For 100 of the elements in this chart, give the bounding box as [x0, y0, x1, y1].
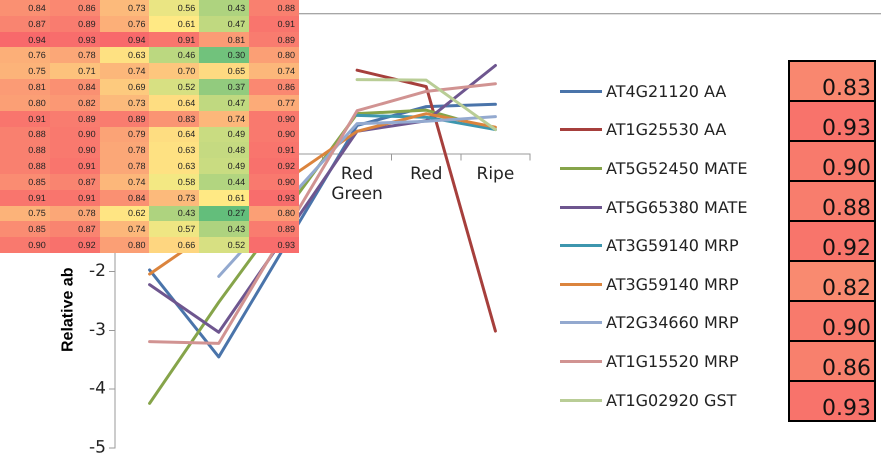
data-label: 0.52	[149, 79, 200, 95]
data-label: 0.27	[199, 206, 250, 222]
data-label: 0.43	[199, 221, 250, 238]
data-label: 0.73	[149, 190, 200, 206]
data-label: 0.74	[199, 110, 250, 126]
y-tick-label: -2	[89, 261, 106, 282]
data-label: 0.86	[790, 342, 874, 381]
data-label: 0.43	[149, 206, 200, 222]
data-label: 0.87	[50, 221, 100, 238]
data-label: 0.74	[100, 174, 150, 190]
data-label: 0.75	[0, 63, 50, 80]
data-label: 0.70	[149, 63, 200, 80]
data-label: 0.86	[50, 0, 100, 16]
data-label: 0.93	[50, 32, 100, 48]
legend-label: AT2G34660 MRP	[606, 313, 739, 332]
data-label: 0.89	[50, 16, 100, 32]
data-label: 0.88	[790, 182, 874, 221]
x-tick-label: Red Green	[331, 164, 383, 204]
y-axis-title: Relative ab	[59, 267, 76, 352]
data-label: 0.90	[50, 142, 100, 158]
data-label: 0.93	[790, 102, 874, 141]
data-label: 0.52	[199, 237, 250, 253]
data-label: 0.69	[100, 79, 150, 95]
data-label: 0.79	[100, 126, 150, 142]
data-label: 0.91	[249, 142, 299, 158]
data-label: 0.77	[249, 94, 299, 111]
data-label: 0.94	[0, 32, 50, 48]
data-label: 0.75	[0, 206, 50, 222]
data-label: 0.91	[50, 158, 100, 174]
data-label: 0.84	[100, 190, 150, 206]
data-label: 0.44	[199, 174, 250, 190]
data-label: 0.78	[100, 142, 150, 158]
data-label: 0.90	[249, 110, 299, 126]
legend-label: AT3G59140 MRP	[606, 236, 739, 256]
data-label: 0.78	[100, 158, 150, 174]
data-label: 0.87	[0, 16, 50, 32]
data-label: 0.49	[199, 158, 250, 174]
data-label: 0.71	[50, 63, 100, 80]
data-label: 0.89	[249, 221, 299, 238]
data-label: 0.76	[100, 16, 150, 32]
legend-label: AT3G59140 MRP	[606, 274, 739, 294]
data-label: 0.89	[50, 110, 100, 126]
data-label: 0.66	[149, 237, 200, 253]
data-label: 0.37	[199, 79, 250, 95]
legend-label: AT1G02920 GST	[606, 390, 736, 410]
data-label: 0.89	[100, 110, 150, 126]
data-label: 0.88	[0, 158, 50, 174]
data-label: 0.73	[100, 0, 150, 16]
data-label: 0.93	[790, 382, 874, 421]
legend-label: AT1G15520 MRP	[606, 352, 739, 371]
data-label: 0.80	[249, 206, 299, 222]
data-label: 0.47	[199, 94, 250, 111]
x-tick-label: Red	[410, 164, 442, 184]
data-label: 0.90	[249, 126, 299, 142]
data-label: 0.63	[100, 47, 150, 64]
data-label: 0.91	[149, 32, 200, 48]
data-label: 0.92	[50, 237, 100, 253]
data-label: 0.56	[149, 0, 200, 16]
data-label: 0.63	[149, 142, 200, 158]
data-label: 0.90	[249, 174, 299, 190]
data-label: 0.84	[50, 79, 100, 95]
data-label: 0.74	[100, 63, 150, 80]
data-label: 0.80	[0, 94, 50, 111]
data-label: 0.76	[0, 47, 50, 64]
y-tick-label: -5	[89, 437, 106, 458]
legend-label: AT5G65380 MATE	[606, 198, 748, 217]
data-label: 0.85	[0, 174, 50, 190]
data-label: 0.46	[149, 47, 200, 64]
data-label: 0.80	[100, 237, 150, 253]
data-label: 0.82	[790, 262, 874, 301]
legend-label: AT5G52450 MATE	[606, 158, 748, 178]
data-label: 0.81	[199, 32, 250, 48]
y-tick-label: -4	[89, 378, 106, 399]
data-label: 0.64	[149, 126, 200, 142]
data-label: 0.85	[0, 221, 50, 238]
data-label: 0.91	[0, 190, 50, 206]
data-label: 0.83	[790, 62, 874, 101]
data-label: 0.78	[50, 206, 100, 222]
x-tick-label: Ripe	[476, 164, 514, 184]
data-label: 0.91	[50, 190, 100, 206]
data-label: 0.73	[100, 94, 150, 111]
data-label: 0.87	[50, 174, 100, 190]
data-label: 0.92	[249, 158, 299, 174]
data-label: 0.83	[149, 110, 200, 126]
data-label: 0.30	[199, 47, 250, 64]
data-label: 0.91	[249, 16, 299, 32]
data-label: 0.63	[149, 158, 200, 174]
data-label: 0.84	[0, 0, 50, 16]
data-label: 0.57	[149, 221, 200, 238]
legend-label: AT4G21120 AA	[606, 82, 726, 101]
data-label: 0.64	[149, 94, 200, 111]
data-label: 0.74	[249, 63, 299, 80]
legend-label: AT1G25530 AA	[606, 120, 726, 140]
data-label: 0.74	[100, 221, 150, 238]
data-label: 0.47	[199, 16, 250, 32]
data-label: 0.78	[50, 47, 100, 64]
data-label: 0.94	[100, 32, 150, 48]
data-label: 0.61	[199, 190, 250, 206]
data-label: 0.65	[199, 63, 250, 80]
data-label: 0.92	[790, 222, 874, 261]
